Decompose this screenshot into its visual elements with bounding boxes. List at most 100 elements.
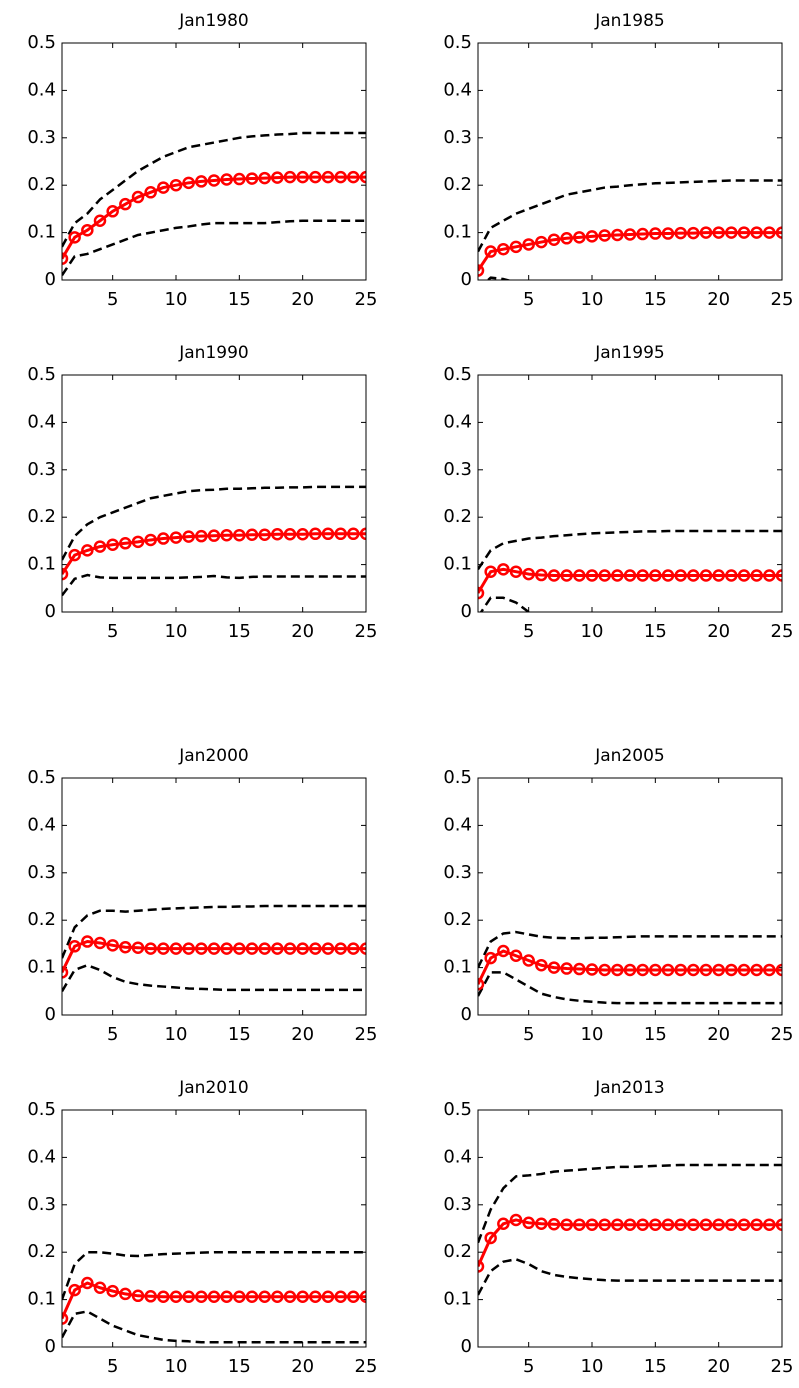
marker <box>661 963 675 977</box>
marker <box>119 537 132 550</box>
y-tick-label: 0 <box>45 1336 56 1357</box>
subplot-title: Jan1995 <box>594 343 664 363</box>
marker <box>725 569 738 582</box>
marker <box>321 942 335 955</box>
marker <box>157 942 170 955</box>
marker <box>81 544 94 557</box>
marker <box>334 527 347 541</box>
y-tick-label: 0.1 <box>27 1289 56 1310</box>
y-tick-label: 0.2 <box>27 1241 56 1262</box>
marker <box>636 569 649 582</box>
marker <box>169 178 183 192</box>
marker <box>131 1289 145 1303</box>
axes-frame <box>477 777 783 1016</box>
y-tick-label: 0.2 <box>443 1241 472 1262</box>
x-tick-label: 5 <box>107 1024 118 1045</box>
marker <box>347 170 360 184</box>
marker <box>509 565 523 578</box>
subplot-title: Jan1980 <box>178 11 248 31</box>
marker <box>182 1290 195 1304</box>
y-tick-label: 0.3 <box>443 127 472 148</box>
marker <box>484 951 497 965</box>
marker <box>522 954 535 967</box>
marker <box>93 214 107 227</box>
marker <box>296 1290 309 1304</box>
marker <box>220 942 233 955</box>
marker <box>560 569 573 582</box>
marker <box>763 1218 776 1231</box>
marker <box>81 935 94 948</box>
marker <box>182 530 195 543</box>
marker <box>119 940 132 954</box>
y-tick-label: 0.4 <box>443 1146 472 1167</box>
band-line <box>62 1310 366 1344</box>
marker <box>106 1284 119 1298</box>
marker <box>144 1290 157 1303</box>
marker <box>207 529 221 542</box>
x-tick-label: 10 <box>581 621 604 642</box>
marker <box>283 170 297 184</box>
band-line <box>478 529 782 571</box>
median-line <box>62 1281 366 1320</box>
marker <box>207 942 221 955</box>
marker <box>623 228 637 241</box>
marker <box>535 235 548 249</box>
marker <box>623 569 637 582</box>
axes-frame <box>61 777 367 1016</box>
marker <box>68 1283 81 1297</box>
marker <box>560 962 573 975</box>
marker <box>62 1312 69 1325</box>
x-tick-label: 10 <box>165 1024 188 1045</box>
x-tick-label: 15 <box>228 1356 251 1377</box>
plot-area <box>478 529 782 612</box>
marker <box>775 1218 782 1231</box>
subplot-title: Jan2000 <box>178 746 248 766</box>
marker <box>131 190 145 204</box>
marker <box>585 230 599 243</box>
x-tick-label: 25 <box>355 1024 378 1045</box>
x-tick-label: 20 <box>707 289 730 310</box>
y-tick-label: 0.4 <box>27 79 56 100</box>
x-tick-label: 10 <box>581 289 604 310</box>
marker <box>81 1276 94 1290</box>
y-tick-label: 0.1 <box>443 222 472 243</box>
x-tick-label: 15 <box>228 621 251 642</box>
y-tick-label: 0.2 <box>443 506 472 527</box>
plot-area <box>62 1250 366 1344</box>
marker <box>283 528 297 541</box>
band-line <box>478 1163 782 1244</box>
median-line <box>478 949 782 985</box>
x-tick-label: 5 <box>523 621 534 642</box>
subplot: Jan1980 0 0.1 0.2 0.3 0.4 0.5 5 10 15 20 25 <box>27 11 377 310</box>
marker <box>573 569 586 582</box>
marker <box>347 942 360 955</box>
marker <box>573 962 586 976</box>
x-tick-label: 10 <box>165 621 188 642</box>
marker <box>245 942 259 955</box>
y-tick-label: 0 <box>45 269 56 290</box>
marker <box>598 229 611 242</box>
marker <box>484 1231 497 1245</box>
y-tick-label: 0.1 <box>27 957 56 978</box>
x-tick-label: 5 <box>523 1024 534 1045</box>
x-tick-label: 25 <box>355 621 378 642</box>
marker <box>334 170 347 184</box>
marker <box>119 1287 132 1301</box>
marker <box>157 532 170 545</box>
subplot: Jan1990 0 0.1 0.2 0.3 0.4 0.5 5 10 15 20 25 <box>27 343 377 642</box>
marker <box>68 548 81 562</box>
x-tick-label: 5 <box>523 289 534 310</box>
subplot: Jan1985 0 0.1 0.2 0.3 0.4 0.5 5 10 15 20 25 <box>443 11 793 310</box>
marker <box>321 170 335 184</box>
marker <box>712 226 725 239</box>
marker <box>62 567 69 581</box>
y-tick-label: 0.4 <box>443 411 472 432</box>
marker <box>725 963 738 977</box>
marker <box>233 528 246 542</box>
plot-area <box>478 930 782 1005</box>
marker <box>144 533 157 547</box>
marker <box>484 565 497 578</box>
marker <box>271 528 284 541</box>
